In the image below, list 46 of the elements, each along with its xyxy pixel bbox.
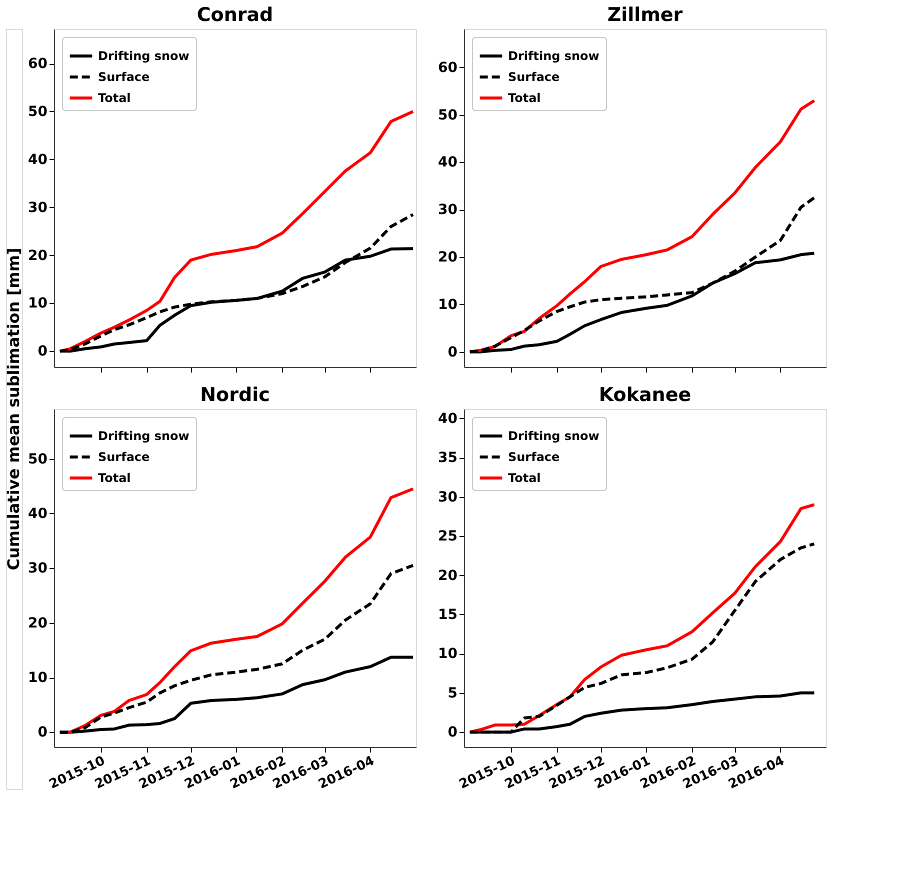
y-tick-label: 0	[448, 724, 458, 741]
y-tick-label: 30	[438, 489, 458, 506]
y-tick-label: 10	[438, 646, 458, 662]
chart-title: Kokanee	[598, 384, 692, 406]
legend-label: Total	[98, 91, 131, 105]
y-tick-label: 20	[438, 250, 458, 266]
y-tick-label: 20	[28, 615, 48, 632]
y-tick-label: 30	[28, 560, 48, 577]
legend-label: Drifting snow	[98, 429, 190, 443]
legend-label: Drifting snow	[98, 49, 190, 63]
y-tick-label: 5	[448, 685, 458, 702]
y-tick-label: 60	[28, 56, 48, 72]
y-tick-label: 10	[28, 670, 48, 686]
y-tick-label: 50	[28, 451, 48, 468]
y-tick-label: 30	[438, 202, 458, 218]
y-tick-label: 35	[438, 450, 458, 466]
y-tick-label: 40	[28, 152, 48, 168]
y-tick-label: 40	[438, 154, 458, 171]
y-tick-label: 50	[438, 107, 458, 124]
y-tick-label: 20	[28, 248, 48, 264]
chart-title: Zillmer	[607, 4, 684, 26]
y-tick-label: 0	[38, 344, 48, 360]
legend-label: Drifting snow	[508, 49, 600, 63]
y-tick-label: 50	[28, 104, 48, 120]
legend-label: Total	[508, 471, 541, 485]
y-tick-label: 40	[438, 410, 458, 427]
y-tick-label: 40	[28, 506, 48, 522]
y-tick-label: 20	[438, 568, 458, 584]
y-tick-label: 15	[438, 606, 458, 623]
chart-title: Conrad	[196, 4, 274, 26]
y-tick-label: 0	[38, 724, 48, 741]
legend-label: Total	[98, 471, 131, 485]
legend-label: Surface	[508, 450, 560, 464]
y-tick-label: 0	[448, 344, 458, 360]
y-tick-label: 25	[438, 528, 458, 545]
legend-label: Total	[508, 91, 541, 105]
legend-label: Surface	[508, 70, 560, 84]
y-axis-title: Cumulative mean sublimation [mm]	[4, 248, 23, 570]
y-tick-label: 30	[28, 200, 48, 216]
legend-label: Surface	[98, 70, 150, 84]
chart-title: Nordic	[200, 384, 270, 406]
y-tick-label: 60	[438, 60, 458, 76]
legend-label: Surface	[98, 450, 150, 464]
legend-label: Drifting snow	[508, 429, 600, 443]
y-tick-label: 10	[438, 296, 458, 313]
y-tick-label: 10	[28, 296, 48, 312]
